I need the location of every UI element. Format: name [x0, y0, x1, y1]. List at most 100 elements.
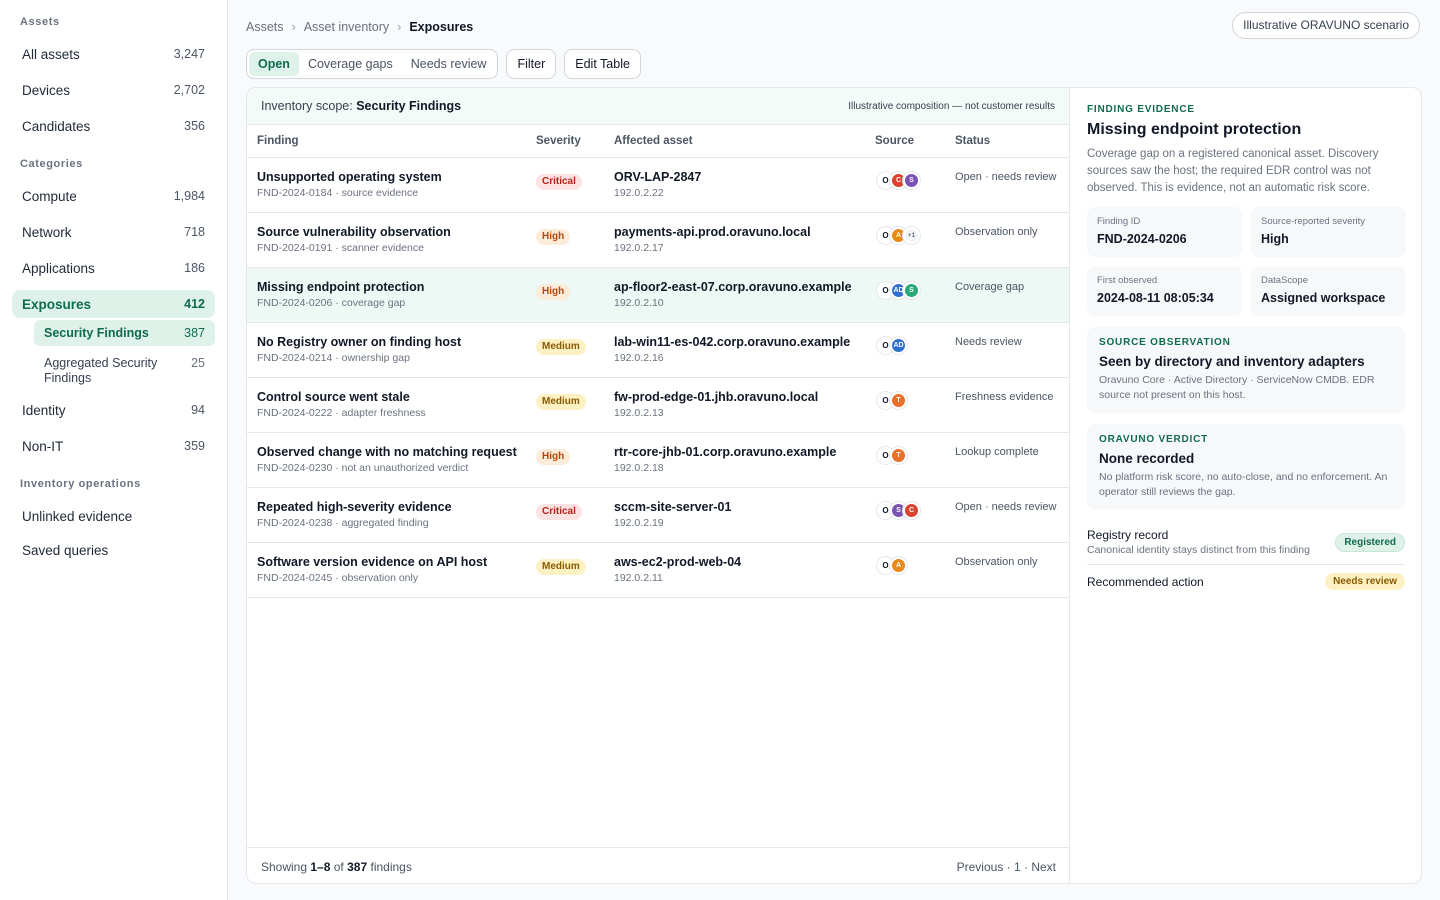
- sidebar-section-assets: Assets: [20, 16, 60, 28]
- sidebar-item-compute[interactable]: Compute 1,984: [12, 182, 215, 210]
- finding-cell: Missing endpoint protection FND-2024-0206…: [257, 280, 424, 309]
- column-source[interactable]: Source: [875, 135, 914, 147]
- finding-title[interactable]: Source vulnerability observation: [257, 225, 451, 239]
- asset-ip: 192.0.2.11: [614, 572, 663, 584]
- severity-cell: Medium: [536, 391, 586, 410]
- asset-name[interactable]: payments-api.prod.oravuno.local: [614, 225, 811, 239]
- tab-coverage-gaps[interactable]: Coverage gaps: [307, 57, 393, 71]
- scope-prefix: Inventory scope:: [261, 99, 353, 113]
- results-showing: Showing: [261, 859, 308, 874]
- filter-button[interactable]: Filter: [506, 49, 557, 79]
- column-finding[interactable]: Finding: [257, 135, 299, 147]
- sidebar-item-candidates[interactable]: Candidates 356: [12, 112, 215, 140]
- sidebar-section-categories: Categories: [20, 158, 83, 170]
- sidebar-item-non-it[interactable]: Non-IT 359: [12, 432, 215, 460]
- sidebar-item-exposures[interactable]: Exposures 412: [12, 290, 215, 318]
- tab-needs-review[interactable]: Needs review: [410, 57, 487, 71]
- source-avatars: O A +1: [877, 227, 920, 244]
- asset-name[interactable]: ORV-LAP-2847: [614, 170, 702, 184]
- sidebar-item-label: Devices: [22, 82, 71, 98]
- sidebar-item-label: Security Findings: [44, 326, 149, 340]
- evidence-description: Coverage gap on a registered canonical a…: [1087, 148, 1379, 194]
- finding-subtitle: FND-2024-0191 · scanner evidence: [257, 242, 424, 254]
- needs-review-badge[interactable]: Needs review: [1325, 573, 1405, 590]
- sidebar-item-saved-queries[interactable]: Saved queries: [12, 536, 215, 564]
- table-row[interactable]: Control source went stale FND-2024-0222 ·…: [247, 378, 1069, 433]
- asset-name[interactable]: aws-ec2-prod-web-04: [614, 555, 742, 569]
- asset-cell: aws-ec2-prod-web-04 192.0.2.11: [614, 555, 741, 584]
- field-label: First observed: [1097, 275, 1158, 286]
- sidebar-item-count: 25: [191, 356, 205, 370]
- table-row[interactable]: Software version evidence on API host FND…: [247, 543, 1069, 598]
- finding-title[interactable]: Software version evidence on API host: [257, 555, 488, 569]
- edit-table-button[interactable]: Edit Table: [564, 49, 641, 79]
- asset-name[interactable]: lab-win11-es-042.corp.oravuno.example: [614, 335, 851, 349]
- column-affected-asset[interactable]: Affected asset: [614, 135, 693, 147]
- field-finding-id: Finding ID FND-2024-0206: [1087, 207, 1242, 257]
- toolbar: Open Coverage gaps Needs review Filter E…: [246, 49, 641, 79]
- recommended-action-row: Recommended action Needs review: [1087, 565, 1405, 598]
- pagination[interactable]: Previous · 1 · Next: [956, 859, 1056, 874]
- table-row[interactable]: No Registry owner on finding host FND-202…: [247, 323, 1069, 378]
- sidebar-subitem-aggregated-findings[interactable]: Aggregated Security Findings 25: [34, 354, 215, 388]
- finding-cell: Source vulnerability observation FND-2024…: [257, 225, 451, 254]
- source-observation-box: SOURCE OBSERVATION Seen by directory and…: [1087, 327, 1405, 413]
- asset-cell: ap-floor2-east-07.corp.oravuno.example 19…: [614, 280, 852, 309]
- breadcrumb-asset-inventory[interactable]: Asset inventory: [303, 20, 390, 34]
- table-row[interactable]: Unsupported operating system FND-2024-018…: [247, 158, 1069, 213]
- registered-badge: Registered: [1335, 532, 1405, 552]
- evidence-fields: Finding ID FND-2024-0206 Source-reported …: [1087, 207, 1406, 316]
- sidebar-item-network[interactable]: Network 718: [12, 218, 215, 246]
- sidebar-subitem-security-findings[interactable]: Security Findings 387: [34, 320, 215, 346]
- sidebar-item-count: 718: [184, 225, 205, 239]
- results-of: of: [333, 859, 344, 874]
- finding-title[interactable]: Missing endpoint protection: [257, 280, 425, 294]
- tab-open[interactable]: Open: [249, 52, 299, 76]
- sidebar-item-label: Network: [22, 224, 72, 240]
- sidebar-item-applications[interactable]: Applications 186: [12, 254, 215, 282]
- breadcrumb-separator: ›: [291, 20, 296, 34]
- findings-table: Inventory scope: Security Findings Illus…: [247, 88, 1070, 883]
- finding-title[interactable]: No Registry owner on finding host: [257, 335, 462, 349]
- finding-title[interactable]: Repeated high-severity evidence: [257, 500, 452, 514]
- status-text: Open · needs review: [955, 171, 1057, 183]
- column-status[interactable]: Status: [955, 135, 991, 147]
- sidebar-item-count: 3,247: [173, 47, 205, 61]
- asset-cell: ORV-LAP-2847 192.0.2.22: [614, 170, 701, 199]
- finding-subtitle: FND-2024-0206 · coverage gap: [257, 297, 406, 309]
- asset-name[interactable]: fw-prod-edge-01.jhb.oravuno.local: [614, 390, 819, 404]
- sidebar: Assets All assets 3,247 Devices 2,702 Cand…: [0, 0, 228, 900]
- source-avatar: C: [903, 502, 920, 519]
- finding-subtitle: FND-2024-0184 · source evidence: [257, 187, 419, 199]
- finding-title[interactable]: Observed change with no matching request: [257, 445, 517, 459]
- asset-name[interactable]: ap-floor2-east-07.corp.oravuno.example: [614, 280, 852, 294]
- field-value: Assigned workspace: [1261, 291, 1386, 305]
- sidebar-item-devices[interactable]: Devices 2,702: [12, 76, 215, 104]
- sidebar-item-label: Applications: [22, 260, 95, 276]
- sidebar-item-identity[interactable]: Identity 94: [12, 396, 215, 424]
- severity-cell: Medium: [536, 556, 586, 575]
- severity-badge: Medium: [536, 394, 586, 410]
- finding-subtitle: FND-2024-0214 · ownership gap: [257, 352, 410, 364]
- breadcrumb-assets[interactable]: Assets: [246, 20, 284, 34]
- source-avatars: O AD S: [877, 282, 920, 299]
- sidebar-item-all-assets[interactable]: All assets 3,247: [12, 40, 215, 68]
- sidebar-item-unlinked-evidence[interactable]: Unlinked evidence: [12, 502, 215, 530]
- view-tabs: Open Coverage gaps Needs review: [246, 49, 499, 79]
- finding-title[interactable]: Control source went stale: [257, 390, 410, 404]
- table-row[interactable]: Source vulnerability observation FND-2024…: [247, 213, 1069, 268]
- source-observation-heading: Seen by directory and inventory adapters: [1099, 354, 1365, 369]
- evidence-panel: FINDING EVIDENCE Missing endpoint protec…: [1071, 88, 1421, 883]
- status-text: Observation only: [955, 556, 1038, 568]
- column-severity[interactable]: Severity: [536, 135, 581, 147]
- sidebar-item-count: 387: [184, 326, 205, 340]
- severity-cell: Medium: [536, 336, 586, 355]
- table-row[interactable]: Observed change with no matching request…: [247, 433, 1069, 488]
- table-row[interactable]: Missing endpoint protection FND-2024-0206…: [247, 268, 1069, 323]
- finding-title[interactable]: Unsupported operating system: [257, 170, 442, 184]
- severity-badge: Critical: [536, 174, 582, 190]
- asset-name[interactable]: sccm-site-server-01: [614, 500, 732, 514]
- asset-name[interactable]: rtr-core-jhb-01.corp.oravuno.example: [614, 445, 837, 459]
- table-row[interactable]: Repeated high-severity evidence FND-2024-…: [247, 488, 1069, 543]
